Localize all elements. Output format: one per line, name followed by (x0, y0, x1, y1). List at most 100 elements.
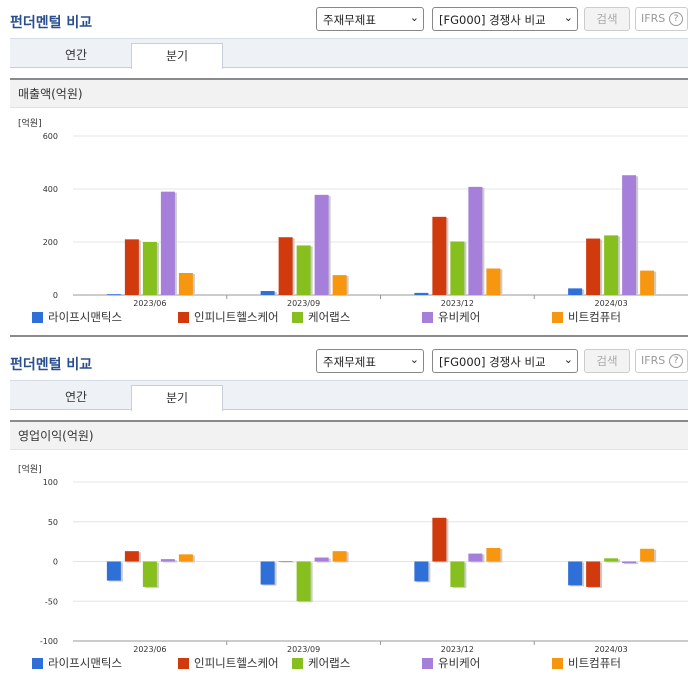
y-tick-label: 50 (48, 518, 58, 527)
bar (178, 273, 193, 295)
chart-container: 영업이익(억원) [억원] -100 -50 0 50 100 2023/06 2023/09… (10, 420, 688, 676)
bar (332, 551, 347, 562)
bar (604, 235, 619, 295)
tab-quarterly[interactable]: 분기 (131, 43, 223, 69)
bar (124, 239, 139, 295)
bar (432, 216, 447, 295)
bar-shadow (624, 562, 639, 565)
bar (640, 270, 655, 295)
bar (296, 561, 311, 602)
panel-header: 펀더멘털 비교 주재무제표 ⌄ [FG000] 경쟁사 비교 ⌄ 검색 IFRS? (0, 342, 696, 380)
bar (414, 561, 429, 582)
legend-swatch (422, 658, 433, 669)
legend-label: 인피니트헬스케어 (194, 656, 279, 670)
bar (486, 547, 501, 562)
legend-label: 유비케어 (438, 656, 480, 670)
bar (278, 561, 293, 562)
x-tick-label: 2023/12 (441, 645, 474, 654)
peer-group-select[interactable]: [FG000] 경쟁사 비교 ⌄ (432, 349, 578, 373)
revenue-bar-chart: [억원] 0 200 400 600 2023/06 2023/09 2023/12 2024/… (18, 117, 688, 324)
legend-label: 인피니트헬스케어 (194, 310, 279, 324)
bar (622, 175, 637, 295)
unit-label: [억원] (18, 463, 42, 475)
legend-swatch (292, 658, 303, 669)
bar (142, 242, 157, 295)
chart-title: 영업이익(억원) (10, 422, 688, 450)
y-tick-label: 600 (43, 132, 58, 141)
tab-annual[interactable]: 연간 (64, 390, 88, 404)
bar (604, 558, 619, 562)
bar (124, 551, 139, 562)
legend-label: 유비케어 (438, 310, 480, 324)
bar (314, 194, 329, 295)
fundamental-panel-operating-profit: 펀더멘털 비교 주재무제표 ⌄ [FG000] 경쟁사 비교 ⌄ 검색 IFRS? … (0, 342, 696, 684)
divider (10, 335, 688, 337)
peer-group-value: [FG000] 경쟁사 비교 (439, 13, 546, 27)
panel-title: 펀더멘털 비교 (10, 15, 93, 31)
bar (586, 561, 601, 587)
bar (160, 559, 175, 562)
bar (622, 561, 637, 564)
chevron-down-icon: ⌄ (563, 11, 573, 24)
chart-title: 매출액(억원) (10, 80, 688, 108)
bar (106, 294, 121, 295)
statement-type-value: 주재무제표 (323, 13, 376, 27)
y-tick-label: -50 (45, 597, 58, 606)
search-button[interactable]: 검색 (584, 7, 630, 31)
bar (568, 288, 583, 295)
legend-label: 라이프시맨틱스 (48, 656, 122, 670)
x-tick-label: 2023/06 (133, 645, 166, 654)
legend-swatch (32, 658, 43, 669)
statement-type-select[interactable]: 주재무제표 ⌄ (316, 349, 424, 373)
chevron-down-icon: ⌄ (563, 353, 573, 366)
legend-label: 비트컴퓨터 (568, 310, 621, 324)
tab-annual[interactable]: 연간 (64, 48, 88, 62)
peer-group-select[interactable]: [FG000] 경쟁사 비교 ⌄ (432, 7, 578, 31)
bar (468, 186, 483, 295)
ifrs-button[interactable]: IFRS? (635, 7, 688, 31)
bar-shadow (108, 295, 123, 296)
period-tabs: 연간 분기 (10, 380, 688, 411)
legend-label: 케어랩스 (308, 310, 350, 324)
bar (260, 561, 275, 585)
bar (414, 292, 429, 295)
chevron-down-icon: ⌄ (409, 11, 419, 24)
bar (450, 561, 465, 587)
panel-title: 펀더멘털 비교 (10, 357, 93, 373)
panel-header: 펀더멘털 비교 주재무제표 ⌄ [FG000] 경쟁사 비교 ⌄ 검색 IFRS? (0, 0, 696, 38)
help-icon: ? (669, 12, 683, 26)
period-tabs: 연간 분기 (10, 38, 688, 69)
legend-swatch (292, 312, 303, 323)
y-tick-label: 200 (43, 238, 58, 247)
bar (278, 237, 293, 295)
tab-quarterly[interactable]: 분기 (131, 385, 223, 411)
x-tick-label: 2023/09 (287, 299, 320, 308)
ifrs-button[interactable]: IFRS? (635, 349, 688, 373)
x-tick-label: 2023/12 (441, 299, 474, 308)
ifrs-label: IFRS (641, 354, 666, 367)
legend-label: 비트컴퓨터 (568, 656, 621, 670)
legend-swatch (32, 312, 43, 323)
legend-swatch (552, 312, 563, 323)
legend-swatch (178, 312, 189, 323)
bar (142, 561, 157, 587)
bar (178, 554, 193, 562)
bar (586, 238, 601, 295)
x-tick-label: 2024/03 (595, 645, 628, 654)
y-tick-label: 100 (43, 478, 58, 487)
x-tick-label: 2023/09 (287, 645, 320, 654)
y-tick-label: 0 (53, 558, 58, 567)
peer-group-value: [FG000] 경쟁사 비교 (439, 355, 546, 369)
search-button[interactable]: 검색 (584, 349, 630, 373)
bar-shadow (280, 562, 295, 563)
statement-type-select[interactable]: 주재무제표 ⌄ (316, 7, 424, 31)
bar (468, 553, 483, 562)
bar (296, 245, 311, 295)
bar (332, 275, 347, 295)
chart-container: 매출액(억원) [억원] 0 200 400 600 2023/06 2023/09 2023… (10, 78, 688, 332)
ifrs-label: IFRS (641, 12, 666, 25)
legend-label: 라이프시맨틱스 (48, 310, 122, 324)
bar (486, 268, 501, 295)
statement-type-value: 주재무제표 (323, 355, 376, 369)
legend-swatch (552, 658, 563, 669)
